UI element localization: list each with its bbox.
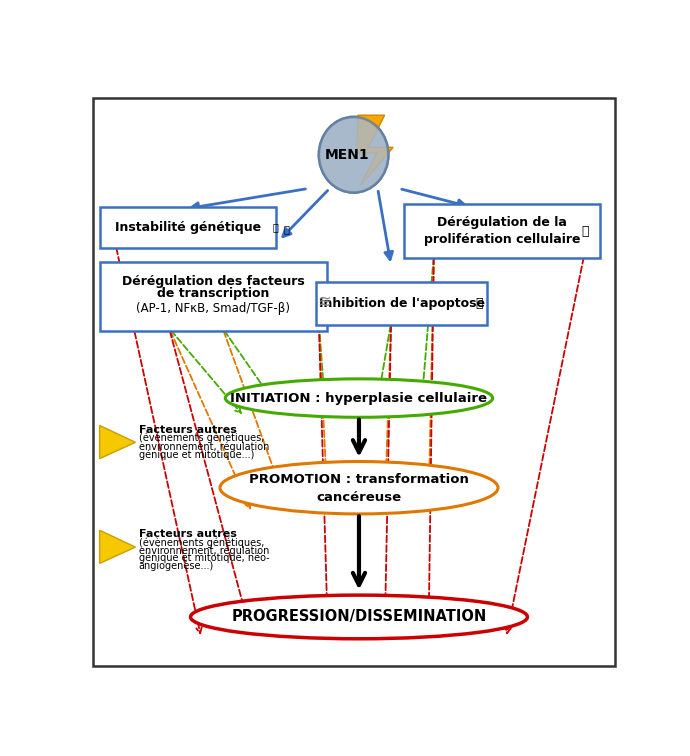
Polygon shape — [99, 426, 135, 459]
FancyBboxPatch shape — [92, 98, 615, 666]
Text: (évènements génétiques,: (évènements génétiques, — [139, 433, 264, 444]
Ellipse shape — [190, 595, 527, 639]
Text: cancéreuse: cancéreuse — [317, 491, 402, 503]
Text: MEN1: MEN1 — [325, 147, 370, 162]
Text: (AP-1, NFκB, Smad/TGF-β): (AP-1, NFκB, Smad/TGF-β) — [136, 302, 290, 315]
Polygon shape — [357, 115, 393, 185]
Text: 🚫: 🚫 — [475, 296, 483, 310]
Text: Facteurs autres: Facteurs autres — [139, 529, 237, 539]
Text: Instabilité génétique: Instabilité génétique — [115, 221, 261, 234]
Text: prolifération cellulaire: prolifération cellulaire — [424, 233, 580, 246]
Text: environnement, régulation: environnement, régulation — [139, 545, 269, 556]
Text: INITIATION : hyperplasie cellulaire: INITIATION : hyperplasie cellulaire — [230, 392, 487, 404]
Circle shape — [319, 117, 388, 193]
Text: Dérégulation de la: Dérégulation de la — [437, 216, 567, 229]
FancyBboxPatch shape — [99, 207, 276, 248]
Text: génique et mitotique, néo-: génique et mitotique, néo- — [139, 553, 269, 563]
FancyBboxPatch shape — [316, 282, 487, 325]
Circle shape — [319, 117, 388, 193]
Text: 🧬: 🧬 — [273, 222, 278, 232]
Text: Inhibition de l'apoptose: Inhibition de l'apoptose — [319, 297, 485, 310]
Text: PROGRESSION/DISSEMINATION: PROGRESSION/DISSEMINATION — [231, 609, 486, 624]
Polygon shape — [99, 530, 135, 563]
Text: angiogenèse...): angiogenèse...) — [139, 560, 214, 571]
FancyBboxPatch shape — [99, 262, 327, 331]
Text: Facteurs autres: Facteurs autres — [139, 425, 237, 435]
FancyBboxPatch shape — [404, 204, 600, 258]
Text: Dérégulation des facteurs: Dérégulation des facteurs — [122, 275, 304, 288]
Ellipse shape — [220, 461, 498, 514]
Text: ≋: ≋ — [317, 293, 331, 311]
Text: génique et mitotique...): génique et mitotique...) — [139, 449, 254, 460]
Ellipse shape — [226, 379, 493, 417]
Text: de transcription: de transcription — [157, 287, 269, 300]
Text: 🫧: 🫧 — [582, 225, 589, 238]
Text: 💥: 💥 — [283, 225, 289, 234]
Text: environnement, régulation: environnement, régulation — [139, 442, 269, 451]
Text: PROMOTION : transformation: PROMOTION : transformation — [249, 473, 469, 486]
Text: (évènements génétiques,: (évènements génétiques, — [139, 538, 264, 548]
